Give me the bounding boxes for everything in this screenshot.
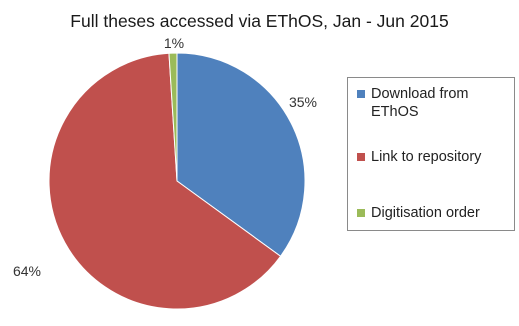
- data-label-repository: 64%: [13, 263, 41, 279]
- legend-item-digitisation: Digitisation order: [357, 204, 519, 222]
- pie-slice-download: [176, 52, 306, 257]
- chart-legend: Download from EThOS Link to repository D…: [347, 77, 515, 231]
- legend-swatch-repository: [357, 153, 365, 161]
- chart-title: Full theses accessed via EThOS, Jan - Ju…: [70, 11, 449, 31]
- pie-data-labels: 35% 64% 1%: [13, 35, 317, 279]
- legend-item-repository: Link to repository: [357, 148, 519, 166]
- legend-swatch-download: [357, 90, 365, 98]
- legend-swatch-digitisation: [357, 209, 365, 217]
- pie-slice-digitisation: [168, 52, 178, 182]
- legend-label-download: Download from EThOS: [371, 86, 469, 120]
- legend-item-download: Download from EThOS: [357, 85, 519, 121]
- legend-label-digitisation: Digitisation order: [371, 205, 480, 221]
- pie-slices: [48, 52, 306, 310]
- data-label-download: 35%: [289, 94, 317, 110]
- data-label-digitisation: 1%: [164, 35, 184, 51]
- legend-label-repository: Link to repository: [371, 149, 482, 165]
- pie-slice-repository: [48, 52, 282, 310]
